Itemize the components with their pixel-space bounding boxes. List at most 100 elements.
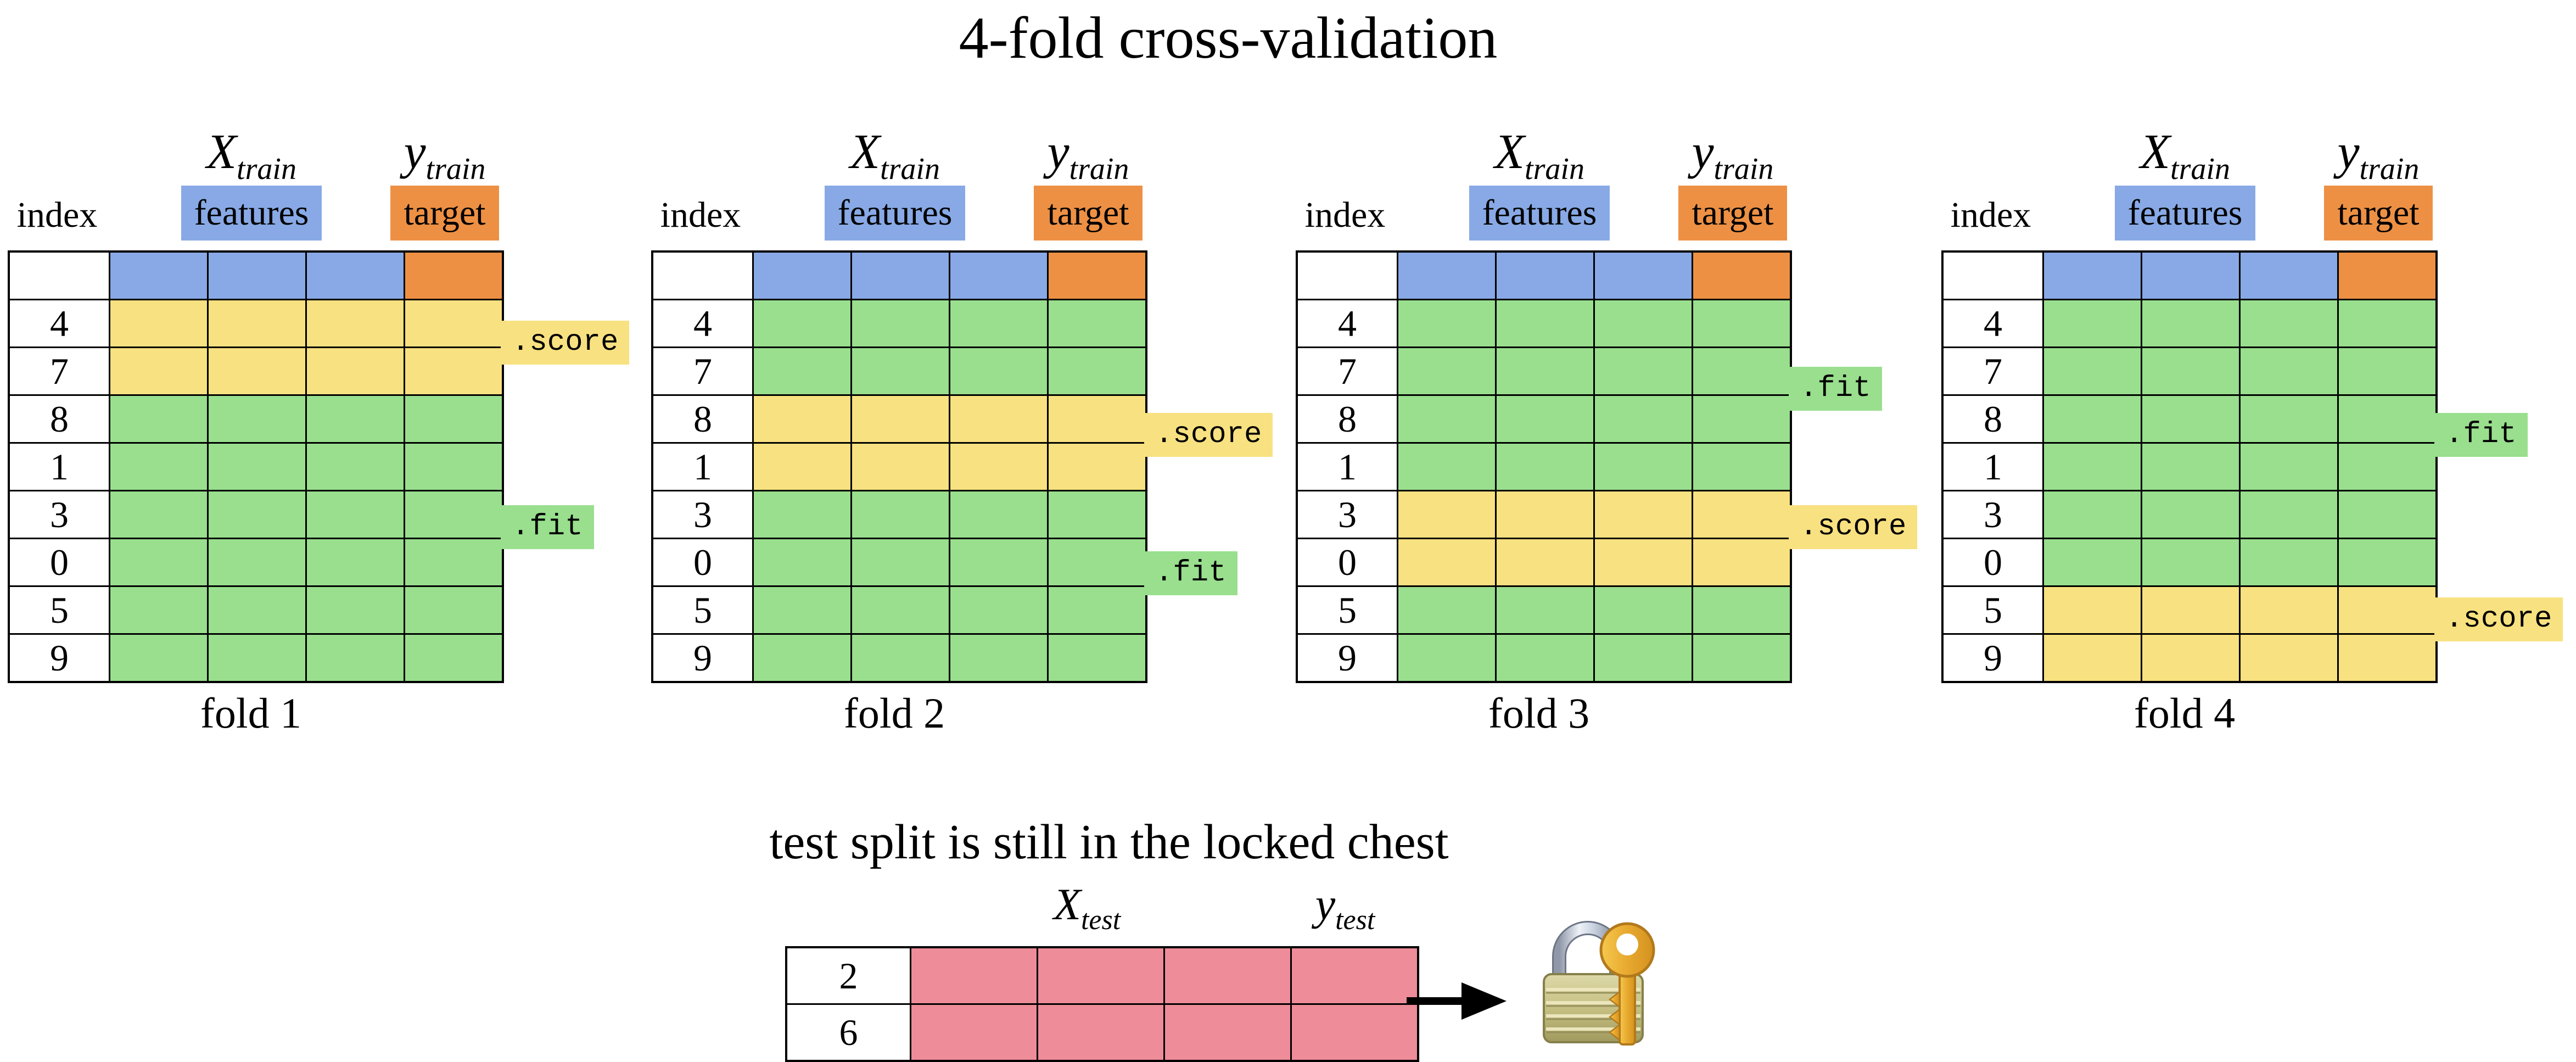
data-cell [1397, 490, 1497, 539]
index-cell: 0 [1941, 538, 2044, 587]
table-row: 3 [651, 490, 1147, 539]
fold-caption: fold 4 [2133, 689, 2236, 737]
data-cell [1593, 585, 1693, 635]
index-cell: 5 [1941, 585, 2044, 635]
data-cell [1593, 442, 1693, 491]
data-cell [2239, 299, 2339, 348]
index-cell: 9 [651, 633, 754, 683]
data-cell [1047, 299, 1147, 348]
table-row: 4 [651, 299, 1147, 348]
data-cell [2337, 250, 2438, 300]
data-cell [109, 299, 209, 348]
data-cell [305, 490, 405, 539]
data-cell [949, 250, 1049, 300]
data-cell [1163, 1003, 1292, 1062]
data-cell [404, 299, 504, 348]
data-cell [1397, 346, 1497, 396]
data-cell [404, 538, 504, 587]
index-cell: 3 [1296, 490, 1398, 539]
data-cell [1047, 490, 1147, 539]
data-cell [1692, 633, 1792, 683]
table-row: 0 [651, 538, 1147, 587]
data-cell [207, 250, 307, 300]
data-cell [207, 538, 307, 587]
data-cell [1397, 633, 1497, 683]
data-cell [1495, 250, 1595, 300]
data-cell [109, 633, 209, 683]
index-column-label: index [1950, 195, 2031, 235]
data-cell [207, 394, 307, 444]
x-train-label: Xtrain [206, 125, 296, 186]
data-cell [2337, 490, 2438, 539]
data-cell [2239, 394, 2339, 444]
table-row: 3 [8, 490, 504, 539]
data-cell [1692, 538, 1792, 587]
index-column-label: index [16, 195, 98, 235]
data-cell [1593, 299, 1693, 348]
data-cell [2042, 299, 2142, 348]
table-row: 8 [1941, 394, 2438, 444]
test-split-caption: test split is still in the locked chest [769, 815, 1449, 869]
table-row: 7 [1941, 346, 2438, 396]
data-cell [1495, 394, 1595, 444]
data-cell [1047, 633, 1147, 683]
table-row: 1 [1296, 442, 1792, 491]
data-cell [2239, 538, 2339, 587]
index-cell [651, 250, 754, 300]
data-cell [1397, 299, 1497, 348]
data-cell [2239, 346, 2339, 396]
data-cell [1037, 1003, 1165, 1062]
table-row: 0 [1296, 538, 1792, 587]
index-cell: 3 [8, 490, 110, 539]
index-cell: 7 [8, 346, 110, 396]
data-cell [1290, 1003, 1419, 1062]
data-cell [1495, 538, 1595, 587]
index-cell: 9 [1296, 633, 1398, 683]
data-cell [305, 585, 405, 635]
data-cell [1495, 633, 1595, 683]
data-cell [2337, 442, 2438, 491]
data-cell [305, 538, 405, 587]
fold-caption: fold 3 [1488, 689, 1590, 737]
data-cell [305, 250, 405, 300]
index-cell: 2 [785, 946, 911, 1005]
header-row [8, 250, 504, 300]
data-cell [109, 250, 209, 300]
data-cell [2042, 585, 2142, 635]
data-cell [109, 538, 209, 587]
table-row: 1 [8, 442, 504, 491]
data-cell [2042, 442, 2142, 491]
index-cell: 8 [1296, 394, 1398, 444]
data-cell [2042, 394, 2142, 444]
data-cell [207, 585, 307, 635]
data-cell [1692, 346, 1792, 396]
score-chip: .score [501, 321, 630, 365]
index-column-label: index [660, 195, 741, 235]
data-cell [109, 585, 209, 635]
table-row: 1 [1941, 442, 2438, 491]
data-cell [207, 299, 307, 348]
data-cell [207, 633, 307, 683]
data-cell [752, 394, 852, 444]
data-cell [2042, 633, 2142, 683]
y-train-label: ytrain [1047, 125, 1129, 186]
header-row [1941, 250, 2438, 300]
data-cell [2042, 250, 2142, 300]
data-cell [752, 538, 852, 587]
data-cell [2239, 585, 2339, 635]
fit-chip: .fit [1789, 367, 1882, 411]
data-cell [752, 633, 852, 683]
features-chip: features [2114, 186, 2256, 241]
fold-caption: fold 2 [843, 689, 945, 737]
data-cell [752, 442, 852, 491]
index-cell: 8 [8, 394, 110, 444]
data-cell [2337, 299, 2438, 348]
x-train-label: Xtrain [2140, 125, 2230, 186]
data-cell [949, 490, 1049, 539]
table-row: 4 [1296, 299, 1792, 348]
data-cell [305, 346, 405, 396]
